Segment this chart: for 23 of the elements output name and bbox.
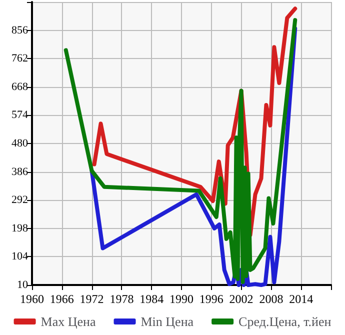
x-tick-label: 1984 <box>140 292 164 306</box>
y-tick-label: 856 <box>12 24 28 36</box>
x-tick-label: 1990 <box>170 292 194 306</box>
y-tick-label: 104 <box>12 250 28 263</box>
y-tick-label: 762 <box>12 52 28 65</box>
y-tick-label: 574 <box>12 109 28 122</box>
y-tick-label: 198 <box>12 222 28 234</box>
y-tick-label: 386 <box>12 166 28 178</box>
x-tick-label: 1966 <box>50 292 74 306</box>
x-tick-label: 2014 <box>289 292 314 306</box>
legend-label: Сред.Цена, т.йен <box>238 314 332 329</box>
y-tick-label: 292 <box>12 194 28 206</box>
x-tick-label: 1978 <box>110 292 134 306</box>
legend-label: Max Цена <box>40 314 96 329</box>
x-tick-label: 2002 <box>229 292 254 306</box>
legend-label: Min Цена <box>140 314 194 329</box>
x-tick-label: 1960 <box>20 292 44 306</box>
x-tick-label: 1996 <box>199 292 224 306</box>
y-tick-label: 480 <box>12 138 28 150</box>
y-tick-label: 668 <box>12 80 28 93</box>
y-tick-label: 10 <box>17 279 28 291</box>
x-tick-label: 2008 <box>259 292 284 306</box>
x-tick-label: 1972 <box>80 292 104 306</box>
